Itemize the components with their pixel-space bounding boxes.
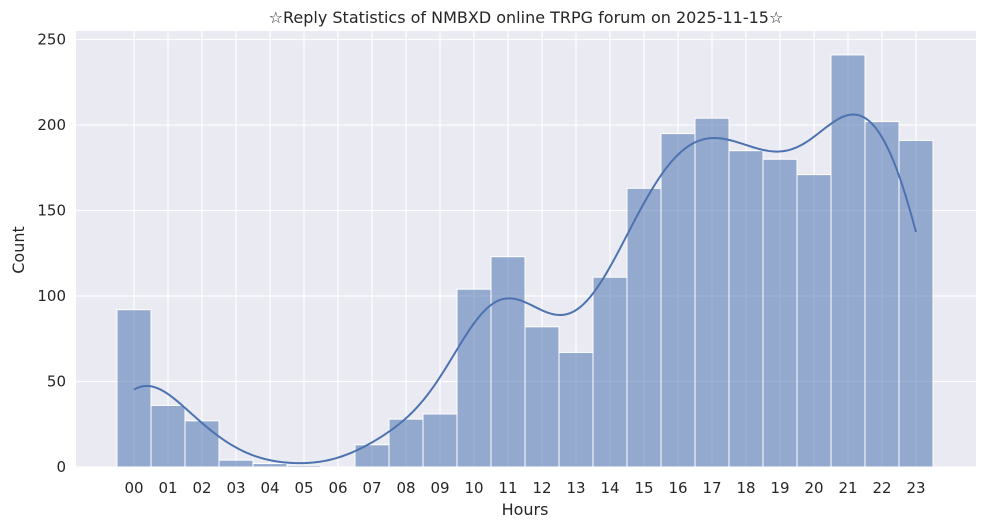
kde-curve [133, 113, 917, 465]
bar [252, 463, 288, 468]
chart-title: ☆Reply Statistics of NMBXD online TRPG f… [269, 8, 784, 27]
x-tick-label: 22 [872, 479, 891, 497]
bar [150, 404, 186, 468]
y-tick-label: 0 [56, 458, 66, 476]
x-tick-label: 19 [770, 479, 789, 497]
y-tick-label: 250 [37, 31, 66, 49]
bar [694, 117, 730, 468]
x-tick-label: 00 [124, 479, 143, 497]
x-tick-label: 12 [532, 479, 551, 497]
x-tick-label: 18 [736, 479, 755, 497]
bar [796, 174, 832, 468]
y-tick-label: 50 [47, 373, 66, 391]
x-tick-label: 03 [226, 479, 245, 497]
y-tick-label: 200 [37, 116, 66, 134]
bar [286, 464, 322, 468]
bar [762, 158, 798, 468]
bar [218, 459, 254, 468]
bar [456, 288, 492, 468]
x-tick-label: 20 [804, 479, 823, 497]
x-tick-label: 10 [464, 479, 483, 497]
x-tick-label: 02 [192, 479, 211, 497]
x-tick-label: 16 [668, 479, 687, 497]
x-axis-title: Hours [502, 500, 549, 519]
x-tick-label: 15 [634, 479, 653, 497]
bar [660, 133, 696, 468]
x-tick-label: 17 [702, 479, 721, 497]
x-tick-label: 21 [838, 479, 857, 497]
x-tick-label: 08 [396, 479, 415, 497]
x-tick-label: 05 [294, 479, 313, 497]
x-tick-label: 09 [430, 479, 449, 497]
bar [864, 121, 900, 468]
bar [728, 150, 764, 468]
bar [558, 351, 594, 468]
x-tick-label: 01 [158, 479, 177, 497]
x-tick-label: 13 [566, 479, 585, 497]
bar [524, 326, 560, 468]
y-axis-title: Count [9, 226, 28, 274]
bar [830, 54, 866, 468]
bar [490, 256, 526, 468]
bar [116, 309, 152, 468]
x-tick-labels: 00 01 02 03 04 05 06 07 08 09 10 11 12 13 14 15 16 17 18 19… [124, 479, 925, 497]
bar [592, 276, 628, 468]
x-tick-label: 11 [498, 479, 517, 497]
x-tick-label: 04 [260, 479, 279, 497]
x-tick-label: 14 [600, 479, 619, 497]
y-tick-label: 150 [37, 202, 66, 220]
x-tick-label: 06 [328, 479, 347, 497]
bar [388, 418, 424, 468]
x-tick-label: 23 [906, 479, 925, 497]
bar [422, 413, 458, 468]
y-tick-label: 100 [37, 287, 66, 305]
x-tick-label: 07 [362, 479, 381, 497]
bar [184, 420, 220, 468]
bar [626, 187, 662, 468]
y-tick-labels: 0 50 100 150 200 250 [37, 31, 66, 476]
